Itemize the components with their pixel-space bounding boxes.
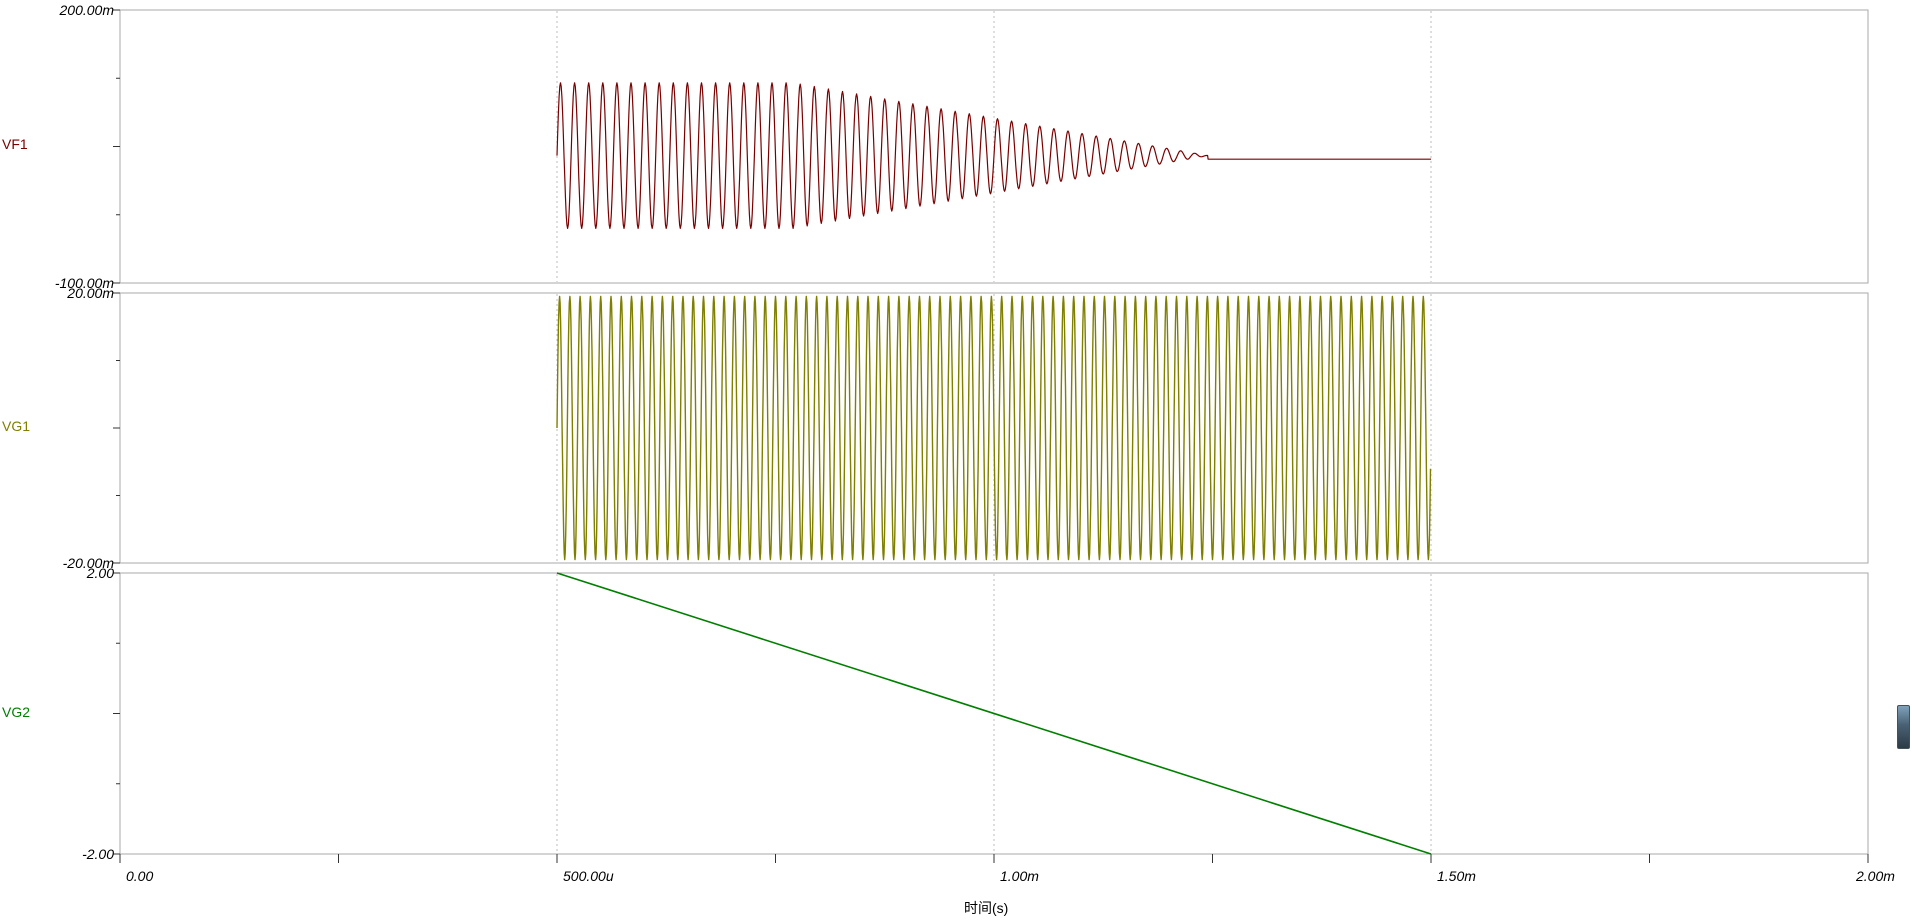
y-min-label-vg1: -20.00m: [62, 555, 114, 571]
x-tick-label-500u: 500.00u: [563, 868, 614, 884]
trace-label-vg2: VG2: [2, 704, 31, 720]
x-tick-label-2m: 2.00m: [1856, 868, 1895, 884]
trace-label-vg1: VG1: [2, 418, 31, 434]
x-axis-title: 时间(s): [964, 900, 1009, 916]
x-tick-label-0: 0.00: [126, 868, 154, 884]
x-tick-label-1p5m: 1.50m: [1437, 868, 1476, 884]
y-max-label-vg1: 20.00m: [67, 285, 114, 301]
y-max-label-vg2: 2.00: [86, 565, 114, 581]
y-min-label-vg2: -2.00: [82, 846, 114, 862]
x-tick-label-1m: 1.00m: [1000, 868, 1039, 884]
scrollbar-thumb[interactable]: [1897, 705, 1910, 749]
y-min-label-vf1: -100.00m: [54, 275, 114, 291]
trace-label-vf1: VF1: [2, 136, 28, 152]
y-max-label-vf1: 200.00m: [59, 2, 114, 18]
